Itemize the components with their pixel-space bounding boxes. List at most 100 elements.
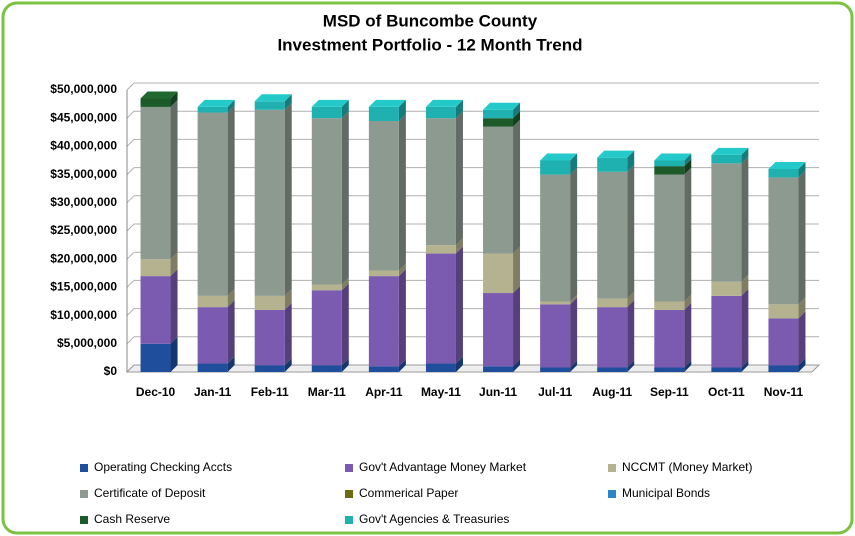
bar bbox=[597, 298, 628, 308]
bar-side bbox=[398, 263, 406, 277]
bar-side bbox=[398, 99, 406, 122]
grid-line bbox=[126, 110, 135, 119]
bar bbox=[483, 126, 514, 254]
bar bbox=[254, 309, 285, 366]
grid-line bbox=[126, 167, 135, 175]
bar bbox=[597, 171, 628, 299]
bar bbox=[368, 106, 399, 122]
bar bbox=[654, 301, 685, 310]
bar-side bbox=[798, 297, 806, 319]
bar bbox=[368, 121, 399, 271]
grid-line bbox=[126, 223, 135, 232]
legend-label: Gov't Advantage Money Market bbox=[359, 460, 527, 474]
bar bbox=[254, 101, 285, 110]
grid-line bbox=[126, 251, 135, 260]
bar-side bbox=[684, 302, 692, 368]
legend-label: NCCMT (Money Market) bbox=[622, 460, 752, 474]
bar bbox=[425, 253, 456, 364]
bar bbox=[654, 174, 685, 302]
bar-side bbox=[455, 246, 463, 364]
legend-label: Municipal Bonds bbox=[622, 486, 710, 500]
legend-label: Cash Reserve bbox=[94, 512, 170, 526]
bar bbox=[483, 109, 514, 119]
bar-top bbox=[540, 153, 578, 161]
y-tick-label: $25,000,000 bbox=[50, 223, 117, 237]
legend-swatch bbox=[80, 464, 88, 472]
bar-side bbox=[227, 105, 235, 296]
legend-swatch bbox=[608, 490, 616, 498]
y-tick-label: $40,000,000 bbox=[50, 139, 117, 153]
bar-side bbox=[798, 161, 806, 178]
x-tick-label: Feb-11 bbox=[251, 385, 289, 399]
bar bbox=[197, 295, 228, 308]
bar bbox=[140, 106, 171, 260]
bar-side bbox=[741, 288, 749, 368]
grid-line bbox=[126, 280, 135, 288]
bar-side bbox=[627, 300, 635, 368]
bar-side bbox=[455, 111, 463, 246]
bar bbox=[540, 160, 571, 175]
y-tick-label: $30,000,000 bbox=[50, 195, 117, 209]
x-tick-label: Apr-11 bbox=[365, 385, 403, 399]
bar-side bbox=[341, 111, 349, 285]
y-tick-label: $10,000,000 bbox=[50, 308, 117, 322]
floor bbox=[125, 364, 821, 373]
bar bbox=[654, 309, 685, 368]
bar bbox=[711, 295, 742, 368]
y-tick-label: $50,000,000 bbox=[50, 82, 117, 96]
bar-side bbox=[798, 170, 806, 305]
grid-line bbox=[126, 195, 135, 204]
bar bbox=[483, 293, 514, 367]
bar bbox=[483, 366, 514, 372]
legend-swatch bbox=[608, 464, 616, 472]
bar bbox=[540, 304, 571, 368]
bar bbox=[311, 118, 342, 285]
y-tick-label: $0 bbox=[104, 364, 118, 378]
bar bbox=[311, 284, 342, 291]
grid-line bbox=[126, 82, 135, 91]
bar bbox=[425, 363, 456, 372]
bar-side bbox=[684, 167, 692, 302]
bar bbox=[768, 304, 799, 319]
x-tick-label: Dec-10 bbox=[136, 385, 176, 399]
bar-side bbox=[227, 356, 235, 372]
bar-side bbox=[798, 358, 806, 372]
bar bbox=[140, 343, 171, 372]
bar-side bbox=[570, 294, 578, 305]
bar-top bbox=[197, 99, 235, 107]
bar bbox=[140, 98, 171, 107]
bar-side bbox=[627, 291, 635, 308]
bar bbox=[368, 276, 399, 367]
bar-side bbox=[284, 288, 292, 310]
bar bbox=[197, 363, 228, 372]
bar-top bbox=[483, 102, 521, 110]
bar bbox=[540, 301, 571, 305]
bar bbox=[711, 281, 742, 296]
bar bbox=[768, 365, 799, 372]
bar-top bbox=[597, 150, 635, 158]
bar-side bbox=[227, 99, 235, 113]
bar-side bbox=[398, 359, 406, 372]
x-tick-label: Mar-11 bbox=[308, 385, 346, 399]
bar-side bbox=[284, 94, 292, 110]
bar-side bbox=[570, 360, 578, 372]
bar-side bbox=[284, 302, 292, 366]
bar-side bbox=[227, 288, 235, 308]
bar bbox=[597, 157, 628, 172]
bar bbox=[597, 307, 628, 368]
bar bbox=[254, 365, 285, 372]
x-tick-label: Jun-11 bbox=[479, 385, 517, 399]
bar-side bbox=[684, 153, 692, 167]
grid-line bbox=[126, 308, 135, 316]
legend-swatch bbox=[345, 490, 353, 498]
bar bbox=[540, 174, 571, 302]
bar bbox=[711, 163, 742, 282]
x-tick-label: Aug-11 bbox=[592, 385, 632, 399]
legend-label: Operating Checking Accts bbox=[94, 460, 232, 474]
bar-side bbox=[684, 159, 692, 175]
bar bbox=[368, 366, 399, 372]
bar bbox=[311, 365, 342, 372]
bar bbox=[140, 276, 171, 344]
bar-side bbox=[341, 99, 349, 119]
